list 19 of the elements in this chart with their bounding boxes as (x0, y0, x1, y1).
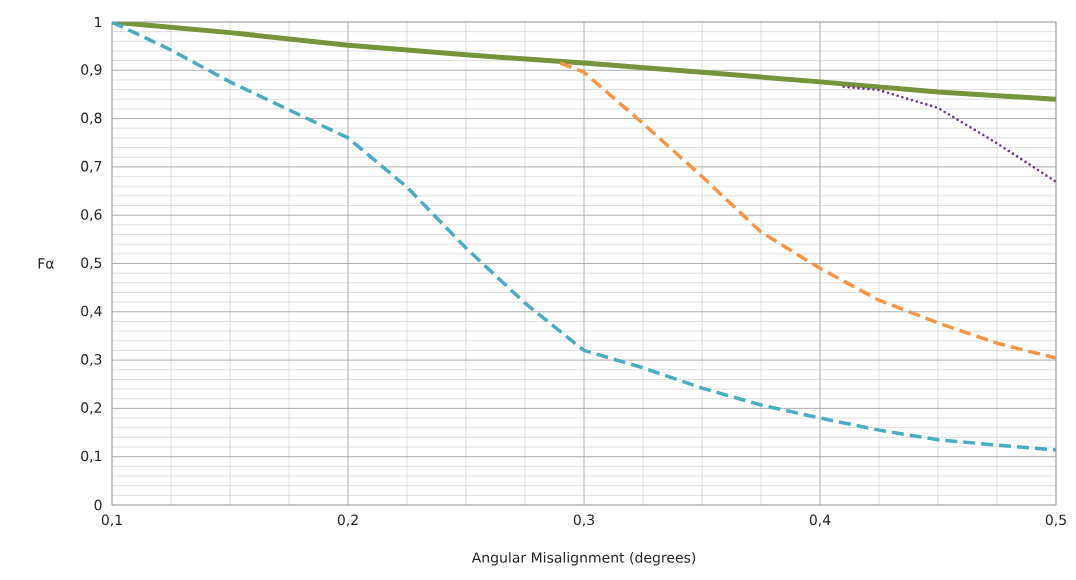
y-tick-label: 0,2 (81, 402, 102, 415)
y-tick-label: 0,8 (81, 112, 102, 125)
y-tick-label: 1 (95, 16, 102, 28)
y-tick-label: 0,6 (81, 209, 102, 222)
x-tick-label: 0,4 (809, 514, 831, 527)
y-tick-label: 0,3 (81, 354, 102, 367)
x-axis-title: Angular Misalignment (degrees) (471, 551, 696, 566)
y-tick-label: 0,5 (81, 257, 102, 270)
x-tick-label: 0,2 (337, 514, 358, 527)
x-tick-label: 0,3 (573, 514, 595, 527)
y-tick-label: 0,1 (81, 450, 102, 463)
line-series (842, 85, 1056, 184)
y-tick-label: 0,7 (81, 160, 102, 173)
y-axis-title: Fα (38, 258, 54, 269)
x-tick-label: 0,5 (1045, 514, 1066, 527)
y-tick-label: 0,9 (81, 64, 102, 77)
line-series (558, 61, 1056, 360)
y-tick-label: 0,4 (81, 305, 102, 318)
y-tick-label: 0 (94, 499, 102, 511)
